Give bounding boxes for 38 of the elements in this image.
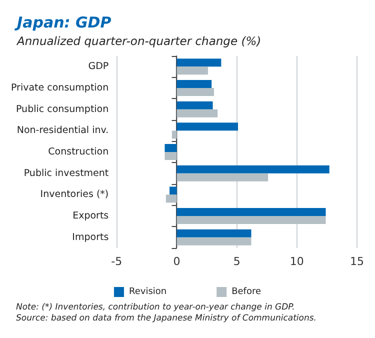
y-tick-label: GDP (88, 61, 109, 72)
y-tick-label: Exports (72, 210, 109, 222)
bar (164, 144, 177, 152)
bar (176, 80, 212, 88)
bar (176, 58, 222, 67)
legend-label: Revision (128, 287, 167, 297)
bar (176, 122, 238, 131)
x-tick-label: -5 (111, 255, 122, 268)
y-tick-label: Construction (48, 146, 109, 158)
bar (176, 208, 326, 216)
x-tick-label: 0 (173, 255, 180, 268)
bar (176, 101, 213, 110)
bar (164, 152, 177, 160)
y-tick-label: Imports (72, 232, 109, 243)
bar (176, 109, 218, 118)
chart-subtitle: Annualized quarter-on-quarter change (%) (16, 34, 262, 48)
bar (166, 194, 177, 203)
bar (176, 216, 326, 224)
bar (170, 186, 177, 195)
chart-title: Japan: GDP (14, 14, 112, 32)
bar (176, 66, 208, 75)
bar (176, 237, 252, 246)
text: Note: (*) Inventories, contribution to year-on-year change in GDP. (16, 302, 295, 312)
x-tick-label: 10 (290, 255, 304, 268)
y-tick-label: Non-residential inv. (16, 125, 109, 136)
bar (176, 173, 268, 182)
y-tick-label: Private consumption (10, 82, 109, 94)
y-tick-label: Public investment (24, 168, 109, 179)
y-tick-label: Public consumption (16, 104, 109, 115)
legend-label: Before (232, 287, 262, 297)
source-note: Source: based on data from the Japanese Ministry of Communications. (16, 314, 317, 324)
bar (176, 165, 330, 174)
x-tick-label: 15 (350, 255, 364, 268)
bar (176, 229, 252, 238)
x-tick-label: 5 (233, 255, 240, 268)
bar (172, 130, 177, 139)
bar (176, 88, 214, 96)
y-tick-label: Inventories (*) (40, 189, 109, 200)
